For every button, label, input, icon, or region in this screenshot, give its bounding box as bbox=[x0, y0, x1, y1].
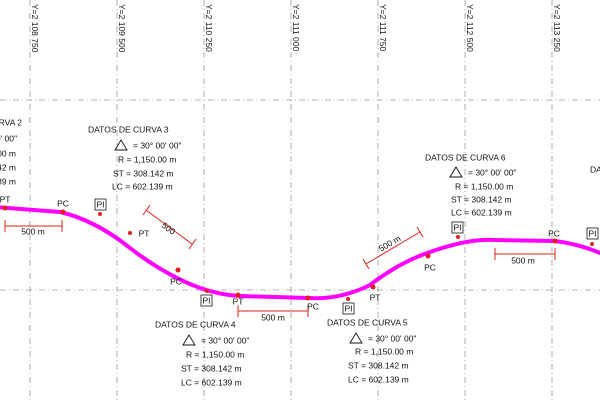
dimension-line bbox=[4, 220, 63, 232]
curve-block: DATOS DE CURVA 7 bbox=[590, 164, 600, 174]
point-dot bbox=[590, 242, 594, 246]
point-dot bbox=[2, 205, 8, 211]
point-label: PT bbox=[139, 228, 150, 238]
curve-block: DATOS DE CURVA 2 = 30° 00' 00" R = 1,150… bbox=[0, 117, 22, 186]
point-label: PC bbox=[424, 262, 436, 272]
grid-label: Y=2 111 000 bbox=[291, 4, 301, 51]
curve-radius: R = 1,150.00 m bbox=[118, 154, 176, 164]
dimension-line bbox=[362, 226, 424, 270]
point-dot bbox=[370, 284, 376, 290]
curve-st: ST = 308.142 m bbox=[0, 162, 16, 172]
point-label: PC bbox=[170, 276, 182, 286]
curve-title: DATOS DE CURVA 4 bbox=[155, 319, 236, 329]
pi-box bbox=[200, 294, 213, 307]
curve-delta: = 30° 00' 00" bbox=[133, 140, 181, 150]
point-label: PI bbox=[202, 295, 210, 305]
curve-radius: R = 1,150.00 m bbox=[455, 181, 513, 191]
curve-lc: LC = 602.139 m bbox=[0, 176, 16, 186]
point-dot bbox=[552, 238, 558, 244]
curve-st: ST = 308.142 m bbox=[348, 360, 409, 370]
point-label: PC bbox=[57, 198, 69, 208]
grid-label: Y=2 113 250 bbox=[552, 4, 562, 52]
curve-title: DATOS DE CURVA 6 bbox=[425, 152, 506, 162]
point-dot bbox=[235, 292, 241, 298]
grid-label: Y=2 110 250 bbox=[204, 4, 214, 52]
grid-labels: Y=2 108 750 Y=2 109 500 Y=2 110 250 Y=2 … bbox=[30, 4, 562, 53]
curve-title: DATOS DE CURVA 2 bbox=[0, 117, 22, 127]
dimension-label: 500 m bbox=[21, 226, 45, 236]
points: PT PC PI PT PC PI PT PC PI PT PC PI PC P… bbox=[0, 194, 599, 315]
point-label: PI bbox=[96, 199, 104, 209]
curve-block: DATOS DE CURVA 4 = 30° 00' 00" R = 1,150… bbox=[155, 319, 249, 387]
point-dot bbox=[456, 235, 460, 239]
point-dot bbox=[346, 297, 350, 301]
curve-block: DATOS DE CURVA 6 = 30° 00' 00" R = 1,150… bbox=[425, 152, 516, 217]
road-alignment bbox=[0, 205, 600, 301]
curve-st: ST = 308.142 m bbox=[181, 363, 242, 373]
point-label: PT bbox=[233, 296, 244, 306]
curve-title: DATOS DE CURVA 5 bbox=[327, 317, 408, 327]
dimension-label: 500 m bbox=[261, 312, 285, 322]
curve-block: DATOS DE CURVA 3 = 30° 00' 00" R = 1,150… bbox=[88, 124, 181, 191]
point-dot bbox=[205, 289, 209, 293]
curve-st: ST = 308.142 m bbox=[451, 194, 512, 204]
point-dot bbox=[128, 231, 132, 235]
grid-label: Y=2 109 500 bbox=[117, 4, 127, 53]
point-label: PI bbox=[453, 222, 461, 232]
grid-label: Y=2 111 750 bbox=[378, 4, 388, 51]
delta-symbol bbox=[449, 166, 463, 178]
curve-lc: LC = 602.139 m bbox=[112, 181, 173, 191]
point-label: PC bbox=[307, 301, 319, 311]
grid-label: Y=2 108 750 bbox=[30, 4, 40, 53]
curve-block: DATOS DE CURVA 5 = 30° 00' 00" R = 1,150… bbox=[327, 317, 416, 384]
point-label: PT bbox=[370, 292, 381, 302]
point-dot bbox=[175, 267, 181, 273]
curve-lc: LC = 602.139 m bbox=[348, 374, 409, 384]
pi-box bbox=[586, 227, 599, 240]
pi-box bbox=[342, 302, 355, 315]
delta-symbol bbox=[182, 334, 196, 346]
dimension-line bbox=[237, 305, 309, 317]
point-label: PI bbox=[344, 303, 352, 313]
curve-radius: R = 1,150.00 m bbox=[186, 349, 244, 359]
curve-radius: R = 1,150.00 m bbox=[0, 148, 16, 158]
curve-delta: = 30° 00' 00" bbox=[368, 333, 416, 343]
dimension-line bbox=[142, 204, 197, 250]
pi-box bbox=[94, 198, 107, 211]
curve-lc: LC = 602.139 m bbox=[451, 207, 512, 217]
curve-st: ST = 308.142 m bbox=[113, 168, 174, 178]
curve-radius: R = 1,150.00 m bbox=[355, 346, 413, 356]
dimension-line bbox=[494, 248, 556, 260]
point-dot bbox=[98, 212, 102, 216]
curve-title: DATOS DE CURVA 7 bbox=[590, 164, 600, 174]
curve-lc: LC = 602.139 m bbox=[181, 377, 242, 387]
dimension-label: 500 m bbox=[511, 255, 535, 265]
delta-symbol bbox=[114, 139, 128, 151]
curve-delta: = 30° 00' 00" bbox=[0, 133, 17, 143]
grid-label: Y=2 112 500 bbox=[465, 4, 475, 52]
point-label: PC bbox=[548, 228, 560, 238]
pi-box bbox=[451, 221, 464, 234]
curve-delta: = 30° 00' 00" bbox=[468, 167, 516, 177]
point-label: PI bbox=[588, 228, 596, 238]
point-dot bbox=[60, 209, 66, 215]
curve-title: DATOS DE CURVA 3 bbox=[88, 124, 169, 134]
point-label: PT bbox=[0, 194, 10, 204]
curve-delta: = 30° 00' 00" bbox=[201, 335, 249, 345]
point-dot bbox=[425, 253, 431, 259]
point-dot bbox=[305, 295, 311, 301]
delta-symbol bbox=[349, 332, 363, 344]
